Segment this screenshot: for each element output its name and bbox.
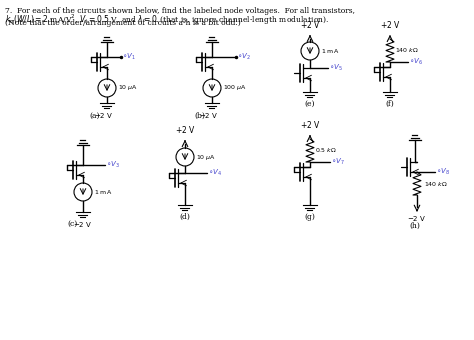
Text: $-2$ V: $-2$ V	[200, 111, 219, 120]
Text: (a): (a)	[90, 112, 100, 120]
Text: $140\ k\Omega$: $140\ k\Omega$	[395, 47, 419, 54]
Text: $10\ \mu$A: $10\ \mu$A	[118, 84, 138, 92]
Text: $-2$ V: $-2$ V	[94, 111, 114, 120]
Text: $140\ k\Omega$: $140\ k\Omega$	[424, 180, 448, 187]
Text: $+2$ V: $+2$ V	[300, 19, 320, 30]
Text: $-2$ V: $-2$ V	[73, 220, 92, 229]
Text: (c): (c)	[68, 220, 78, 228]
Text: $1$ mA: $1$ mA	[94, 188, 112, 196]
Text: (g): (g)	[305, 213, 315, 221]
Text: (d): (d)	[180, 213, 191, 221]
Text: $+2$ V: $+2$ V	[380, 19, 401, 30]
Text: (e): (e)	[305, 100, 315, 108]
Text: $-2$ V: $-2$ V	[407, 214, 427, 223]
Text: $\circ V_3$: $\circ V_3$	[106, 160, 120, 170]
Text: (b): (b)	[194, 112, 205, 120]
Text: $\circ V_7$: $\circ V_7$	[331, 157, 345, 167]
Text: $+2$ V: $+2$ V	[174, 124, 195, 135]
Text: $10\ \mu$A: $10\ \mu$A	[196, 153, 216, 162]
Text: $100\ \mu$A: $100\ \mu$A	[223, 84, 247, 92]
Text: $\circ V_8$: $\circ V_8$	[436, 167, 450, 177]
Text: 7.  For each of the circuits shown below, find the labeled node voltages.  For a: 7. For each of the circuits shown below,…	[5, 7, 355, 15]
Text: $0.5\ k\Omega$: $0.5\ k\Omega$	[315, 147, 337, 154]
Text: $1$ mA: $1$ mA	[321, 47, 339, 55]
Text: (h): (h)	[410, 222, 420, 230]
Text: $k_n (W/L) = 2$ mA/V$^2$, $V_t = 0.5$ V, and $\lambda = 0$ (that is, ignore chan: $k_n (W/L) = 2$ mA/V$^2$, $V_t = 0.5$ V,…	[5, 13, 329, 28]
Text: (Note that the order/arrangement of circuits a-h is a bit odd.): (Note that the order/arrangement of circ…	[5, 19, 241, 27]
Text: $\circ V_6$: $\circ V_6$	[409, 57, 423, 67]
Text: (f): (f)	[386, 100, 394, 108]
Text: $\circ V_1$: $\circ V_1$	[122, 52, 136, 62]
Text: $\circ V_2$: $\circ V_2$	[237, 52, 251, 62]
Text: $\circ V_5$: $\circ V_5$	[329, 63, 343, 73]
Text: $+2$ V: $+2$ V	[300, 119, 320, 130]
Text: $\circ V_4$: $\circ V_4$	[208, 168, 222, 178]
